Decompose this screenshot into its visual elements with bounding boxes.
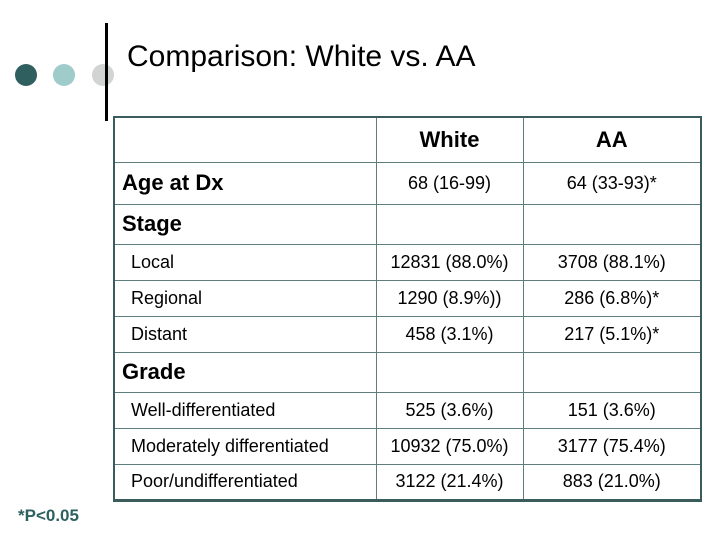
table-row: Moderately differentiated 10932 (75.0%) 31…	[113, 427, 702, 465]
row-label: Distant	[113, 315, 377, 353]
title-divider-line	[105, 23, 108, 121]
white-value	[375, 203, 524, 245]
white-value: 525 (3.6%)	[375, 391, 524, 429]
header-aa: AA	[522, 116, 702, 163]
row-label: Local	[113, 243, 377, 281]
aa-value: 3177 (75.4%)	[522, 427, 702, 465]
white-value: 10932 (75.0%)	[375, 427, 524, 465]
bullet-dot-gray-icon	[91, 64, 114, 86]
table-header-row: White AA	[113, 116, 702, 163]
table-row: Regional 1290 (8.9%)) 286 (6.8%)*	[113, 279, 702, 317]
table-row: Grade	[113, 351, 702, 393]
table-row: Distant 458 (3.1%) 217 (5.1%)*	[113, 315, 702, 353]
white-value: 3122 (21.4%)	[375, 463, 524, 501]
decorative-dots	[15, 64, 126, 86]
table-body: Age at Dx 68 (16-99) 64 (33-93)* Stage Local…	[113, 161, 702, 501]
aa-value	[522, 203, 702, 245]
aa-value: 217 (5.1%)*	[522, 315, 702, 353]
table-row: Local 12831 (88.0%) 3708 (88.1%)	[113, 243, 702, 281]
row-label: Stage	[113, 203, 377, 245]
aa-value: 3708 (88.1%)	[522, 243, 702, 281]
row-label: Moderately differentiated	[113, 427, 377, 465]
row-label: Regional	[113, 279, 377, 317]
row-label: Grade	[113, 351, 377, 393]
bullet-dot-light-icon	[53, 64, 76, 86]
row-label: Age at Dx	[113, 161, 377, 205]
table-row: Age at Dx 68 (16-99) 64 (33-93)*	[113, 161, 702, 205]
aa-value: 286 (6.8%)*	[522, 279, 702, 317]
white-value: 12831 (88.0%)	[375, 243, 524, 281]
white-value: 1290 (8.9%))	[375, 279, 524, 317]
bullet-dot-dark-icon	[15, 64, 37, 86]
header-white: White	[375, 116, 524, 163]
row-label: Poor/undifferentiated	[113, 463, 377, 501]
white-value	[375, 351, 524, 393]
aa-value: 883 (21.0%)	[522, 463, 702, 501]
row-label: Well-differentiated	[113, 391, 377, 429]
table-row: Poor/undifferentiated 3122 (21.4%) 883 (21…	[113, 463, 702, 501]
table-row: Well-differentiated 525 (3.6%) 151 (3.6%)	[113, 391, 702, 429]
white-value: 458 (3.1%)	[375, 315, 524, 353]
aa-value: 151 (3.6%)	[522, 391, 702, 429]
aa-value	[522, 351, 702, 393]
white-value: 68 (16-99)	[375, 161, 524, 205]
header-blank-cell	[113, 116, 377, 163]
aa-value: 64 (33-93)*	[522, 161, 702, 205]
comparison-table: White AA Age at Dx 68 (16-99) 64 (33-93)* S…	[113, 116, 702, 502]
significance-footnote: *P<0.05	[18, 506, 79, 525]
table-row: Stage	[113, 203, 702, 245]
slide-title: Comparison: White vs. AA	[127, 40, 476, 73]
